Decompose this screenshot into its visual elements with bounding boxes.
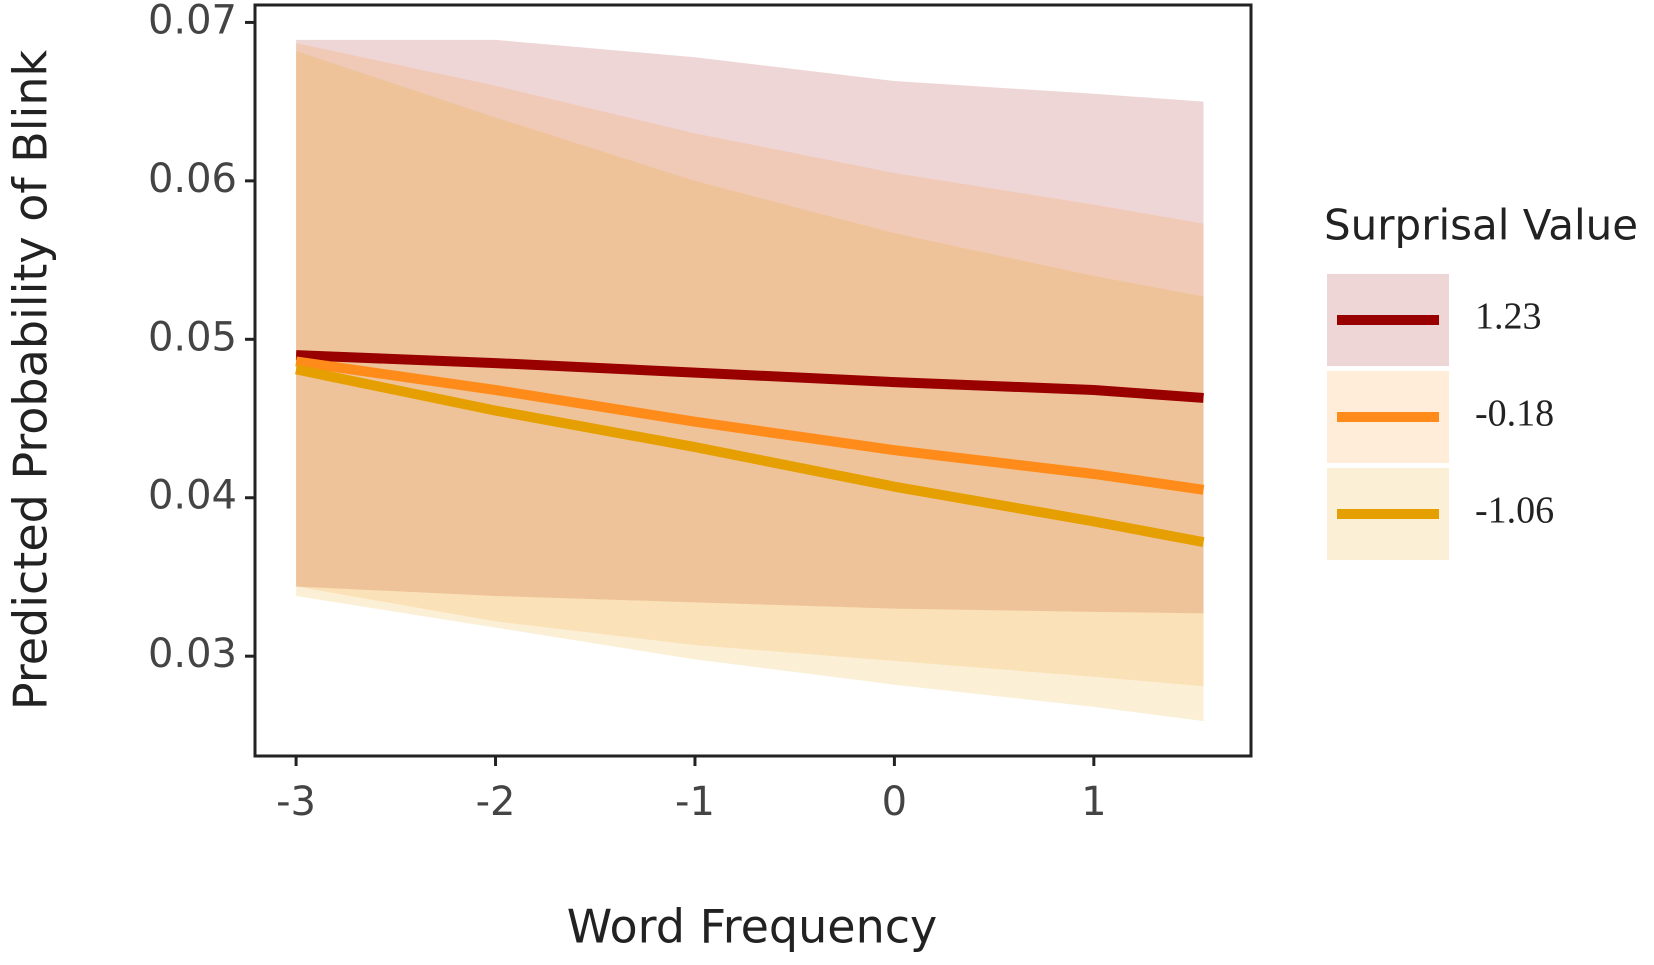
- legend-title: Surprisal Value: [1324, 201, 1638, 250]
- y-tick-label: 0.05: [148, 314, 237, 360]
- legend-label: -1.06: [1475, 490, 1554, 532]
- y-tick-label: 0.03: [148, 631, 237, 677]
- line: [295, 356, 1205, 495]
- y-tick-label: 0.07: [148, 0, 237, 43]
- y-tick-label: 0.06: [148, 156, 237, 202]
- legend-label: 1.23: [1475, 296, 1542, 338]
- line: [295, 364, 1205, 548]
- x-tick-label: 1: [1081, 779, 1106, 825]
- x-tick-label: 0: [882, 779, 907, 825]
- plot-frame: [253, 3, 1253, 758]
- x-tick-label: -1: [675, 779, 715, 825]
- x-tick-label: -2: [476, 779, 516, 825]
- y-tick-label: 0.04: [148, 473, 237, 519]
- confidence-band: [296, 43, 1204, 687]
- confidence-band: [296, 50, 1204, 722]
- y-axis-label: Predicted Probability of Blink: [4, 50, 58, 711]
- x-axis-label: Word Frequency: [567, 900, 938, 954]
- x-tick-label: -3: [276, 779, 316, 825]
- confidence-band: [296, 39, 1204, 614]
- legend-label: -0.18: [1475, 393, 1554, 435]
- line: [295, 350, 1204, 403]
